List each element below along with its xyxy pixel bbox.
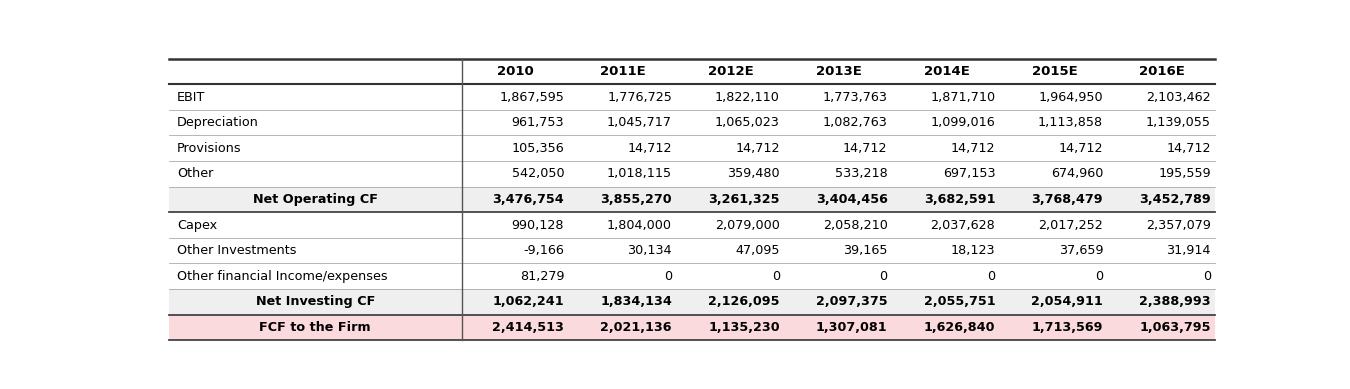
Text: 2,103,462: 2,103,462 (1146, 91, 1211, 103)
Text: 1,307,081: 1,307,081 (815, 321, 887, 334)
Text: 2,017,252: 2,017,252 (1038, 219, 1103, 231)
Text: Depreciation: Depreciation (177, 116, 259, 129)
Text: 3,768,479: 3,768,479 (1031, 193, 1103, 206)
Text: 3,404,456: 3,404,456 (815, 193, 887, 206)
Text: 2,388,993: 2,388,993 (1139, 295, 1211, 308)
Text: Provisions: Provisions (177, 142, 242, 155)
Text: 542,050: 542,050 (512, 167, 564, 180)
Text: 1,822,110: 1,822,110 (716, 91, 780, 103)
Text: 1,964,950: 1,964,950 (1038, 91, 1103, 103)
Text: 2,357,079: 2,357,079 (1146, 219, 1211, 231)
Text: Net Investing CF: Net Investing CF (255, 295, 375, 308)
Text: 2011E: 2011E (601, 65, 647, 78)
Text: Other financial Income/expenses: Other financial Income/expenses (177, 270, 387, 283)
Bar (169, 289, 1215, 315)
Text: 3,855,270: 3,855,270 (601, 193, 672, 206)
Text: EBIT: EBIT (177, 91, 205, 103)
Text: 1,062,241: 1,062,241 (493, 295, 564, 308)
Text: 2,126,095: 2,126,095 (709, 295, 780, 308)
Text: 195,559: 195,559 (1158, 167, 1211, 180)
Text: 2015E: 2015E (1031, 65, 1077, 78)
Text: 14,712: 14,712 (1058, 142, 1103, 155)
Text: 961,753: 961,753 (512, 116, 564, 129)
Text: -9,166: -9,166 (524, 244, 564, 257)
Text: FCF to the Firm: FCF to the Firm (259, 321, 371, 334)
Text: 37,659: 37,659 (1058, 244, 1103, 257)
Text: 3,682,591: 3,682,591 (923, 193, 995, 206)
Text: 31,914: 31,914 (1166, 244, 1211, 257)
Text: 2013E: 2013E (815, 65, 861, 78)
Text: 674,960: 674,960 (1050, 167, 1103, 180)
Text: 14,712: 14,712 (842, 142, 887, 155)
Text: 2010: 2010 (497, 65, 535, 78)
Text: 1,065,023: 1,065,023 (716, 116, 780, 129)
Text: 2,058,210: 2,058,210 (822, 219, 887, 231)
Text: 1,045,717: 1,045,717 (608, 116, 672, 129)
Bar (169, 187, 1215, 212)
Text: 1,113,858: 1,113,858 (1038, 116, 1103, 129)
Text: 1,099,016: 1,099,016 (930, 116, 995, 129)
Text: 1,773,763: 1,773,763 (822, 91, 887, 103)
Text: 2016E: 2016E (1139, 65, 1185, 78)
Text: 1,135,230: 1,135,230 (709, 321, 780, 334)
Text: 18,123: 18,123 (950, 244, 995, 257)
Text: 1,871,710: 1,871,710 (930, 91, 995, 103)
Text: 0: 0 (664, 270, 672, 283)
Text: 0: 0 (772, 270, 780, 283)
Text: 0: 0 (1203, 270, 1211, 283)
Text: 3,261,325: 3,261,325 (709, 193, 780, 206)
Text: 81,279: 81,279 (520, 270, 564, 283)
Text: 1,626,840: 1,626,840 (923, 321, 995, 334)
Text: 1,713,569: 1,713,569 (1031, 321, 1103, 334)
Text: Other: Other (177, 167, 213, 180)
Text: 2014E: 2014E (923, 65, 969, 78)
Text: 2,414,513: 2,414,513 (493, 321, 564, 334)
Text: 2,037,628: 2,037,628 (930, 219, 995, 231)
Text: 1,834,134: 1,834,134 (601, 295, 672, 308)
Text: 1,139,055: 1,139,055 (1146, 116, 1211, 129)
Text: 1,867,595: 1,867,595 (500, 91, 564, 103)
Text: 105,356: 105,356 (512, 142, 564, 155)
Text: 14,712: 14,712 (736, 142, 780, 155)
Text: 3,452,789: 3,452,789 (1139, 193, 1211, 206)
Text: 2,054,911: 2,054,911 (1031, 295, 1103, 308)
Text: 14,712: 14,712 (628, 142, 672, 155)
Text: 3,476,754: 3,476,754 (493, 193, 564, 206)
Text: 1,804,000: 1,804,000 (608, 219, 672, 231)
Text: 2,097,375: 2,097,375 (815, 295, 887, 308)
Text: 1,018,115: 1,018,115 (608, 167, 672, 180)
Text: 14,712: 14,712 (950, 142, 995, 155)
Text: 39,165: 39,165 (842, 244, 887, 257)
Text: Capex: Capex (177, 219, 217, 231)
Text: 359,480: 359,480 (728, 167, 780, 180)
Text: 14,712: 14,712 (1166, 142, 1211, 155)
Text: 697,153: 697,153 (942, 167, 995, 180)
Text: 0: 0 (987, 270, 995, 283)
Text: 1,082,763: 1,082,763 (822, 116, 887, 129)
Text: Net Operating CF: Net Operating CF (252, 193, 378, 206)
Text: 2012E: 2012E (709, 65, 755, 78)
Text: 2,021,136: 2,021,136 (601, 321, 672, 334)
Text: 1,063,795: 1,063,795 (1139, 321, 1211, 334)
Text: 990,128: 990,128 (512, 219, 564, 231)
Text: 2,079,000: 2,079,000 (716, 219, 780, 231)
Text: 533,218: 533,218 (834, 167, 887, 180)
Text: 47,095: 47,095 (736, 244, 780, 257)
Text: 0: 0 (1095, 270, 1103, 283)
Text: 30,134: 30,134 (628, 244, 672, 257)
Bar (169, 315, 1215, 340)
Text: 1,776,725: 1,776,725 (608, 91, 672, 103)
Text: 2,055,751: 2,055,751 (923, 295, 995, 308)
Text: 0: 0 (879, 270, 887, 283)
Text: Other Investments: Other Investments (177, 244, 297, 257)
